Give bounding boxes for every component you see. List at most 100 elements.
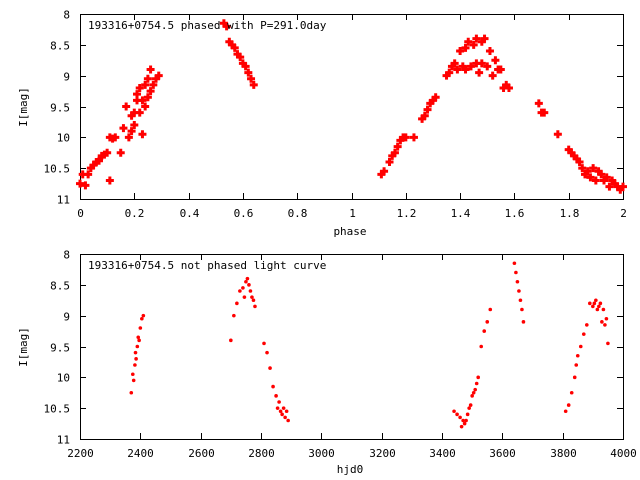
- data-point: [480, 34, 489, 43]
- x-tick-label: 0.4: [180, 207, 200, 220]
- data-point: [456, 47, 465, 55]
- data-point: [143, 74, 152, 83]
- data-point: [580, 170, 589, 179]
- unphased-data-points: [129, 261, 610, 429]
- data-point: [534, 99, 543, 108]
- x-tick-label: 1.4: [451, 207, 471, 220]
- phased-x-axis: 0 0.2 0.4 0.6 0.8 1 1.2 1.4 1.6 1.8 2: [77, 14, 627, 220]
- data-point: [135, 344, 140, 349]
- data-point: [583, 167, 592, 176]
- data-point: [471, 390, 476, 395]
- data-point: [428, 96, 437, 105]
- data-point: [459, 424, 464, 429]
- data-point: [284, 409, 289, 414]
- data-point: [409, 133, 418, 142]
- data-point: [129, 390, 134, 395]
- data-point: [241, 286, 245, 290]
- y-tick-label: 9.5: [50, 342, 70, 355]
- data-point: [619, 182, 627, 191]
- data-point: [470, 394, 474, 398]
- phased-x-axis-label: phase: [333, 225, 366, 238]
- data-point: [238, 289, 242, 293]
- data-point: [467, 406, 471, 410]
- data-point: [479, 344, 484, 349]
- data-point: [141, 102, 150, 111]
- data-point: [575, 353, 580, 358]
- y-tick-label: 9: [63, 311, 70, 324]
- unphased-x-axis-label: hjd0: [337, 463, 364, 476]
- data-point: [476, 375, 481, 380]
- x-tick-label: 0.8: [288, 207, 308, 220]
- data-point: [138, 326, 143, 330]
- data-point: [133, 90, 142, 99]
- data-point: [89, 161, 98, 170]
- x-tick-label: 1.6: [505, 207, 525, 220]
- data-point: [512, 261, 517, 266]
- data-point: [103, 148, 112, 157]
- data-point: [464, 37, 473, 46]
- data-point: [466, 62, 475, 71]
- x-tick-label: 2400: [127, 447, 154, 460]
- data-point: [613, 182, 622, 191]
- data-point: [474, 381, 479, 386]
- data-point: [274, 394, 278, 398]
- data-point: [574, 363, 579, 367]
- data-point: [586, 173, 595, 182]
- data-point: [124, 133, 133, 142]
- data-point: [247, 283, 251, 287]
- data-point: [452, 409, 456, 414]
- data-point: [143, 93, 152, 102]
- data-point: [447, 62, 456, 71]
- data-point: [116, 148, 125, 157]
- data-point: [271, 384, 275, 389]
- data-point: [521, 320, 526, 324]
- phased-y-axis: 8 8.5 9 9.5 10 10.5 11: [44, 9, 623, 207]
- y-tick-label: 8.5: [50, 280, 70, 293]
- data-point: [461, 65, 470, 74]
- data-point: [219, 19, 228, 28]
- data-point: [472, 34, 481, 43]
- data-point: [462, 421, 467, 426]
- x-tick-label: 0: [77, 207, 84, 220]
- data-point: [225, 37, 234, 46]
- data-point: [133, 96, 142, 105]
- x-tick-label: 0.2: [125, 207, 145, 220]
- y-tick-label: 10: [57, 132, 70, 145]
- data-point: [581, 332, 586, 336]
- data-point: [152, 74, 161, 83]
- data-point: [228, 40, 237, 49]
- unphased-x-axis: 2200 2400 2600 2800 3000 3200 3400 3600 3800 4000: [67, 254, 637, 460]
- data-point: [465, 412, 470, 417]
- data-point: [154, 71, 163, 80]
- data-point: [265, 350, 269, 355]
- data-point: [461, 43, 470, 52]
- x-tick-label: 0.6: [234, 207, 254, 220]
- data-point: [572, 375, 577, 380]
- y-tick-label: 11: [57, 434, 70, 447]
- data-point: [569, 390, 574, 395]
- data-point: [616, 185, 625, 194]
- data-point: [597, 304, 601, 309]
- data-point: [418, 114, 427, 123]
- data-point: [598, 301, 603, 306]
- unphased-y-axis-label: I[mag]: [17, 327, 30, 367]
- x-tick-label: 2800: [248, 447, 275, 460]
- data-point: [380, 167, 389, 176]
- data-point: [566, 403, 571, 407]
- data-point: [253, 304, 257, 309]
- data-point: [553, 130, 562, 139]
- y-tick-label: 9: [63, 71, 70, 84]
- data-point: [442, 71, 451, 80]
- data-point: [455, 412, 459, 417]
- data-point: [137, 338, 141, 343]
- data-point: [233, 50, 242, 59]
- y-tick-label: 8.5: [50, 40, 70, 53]
- data-point: [242, 295, 247, 299]
- data-point: [450, 59, 459, 68]
- data-point: [286, 418, 290, 423]
- data-point: [236, 53, 245, 62]
- data-point: [423, 105, 432, 114]
- data-point: [594, 167, 603, 176]
- data-point: [431, 93, 440, 102]
- data-point: [140, 316, 144, 321]
